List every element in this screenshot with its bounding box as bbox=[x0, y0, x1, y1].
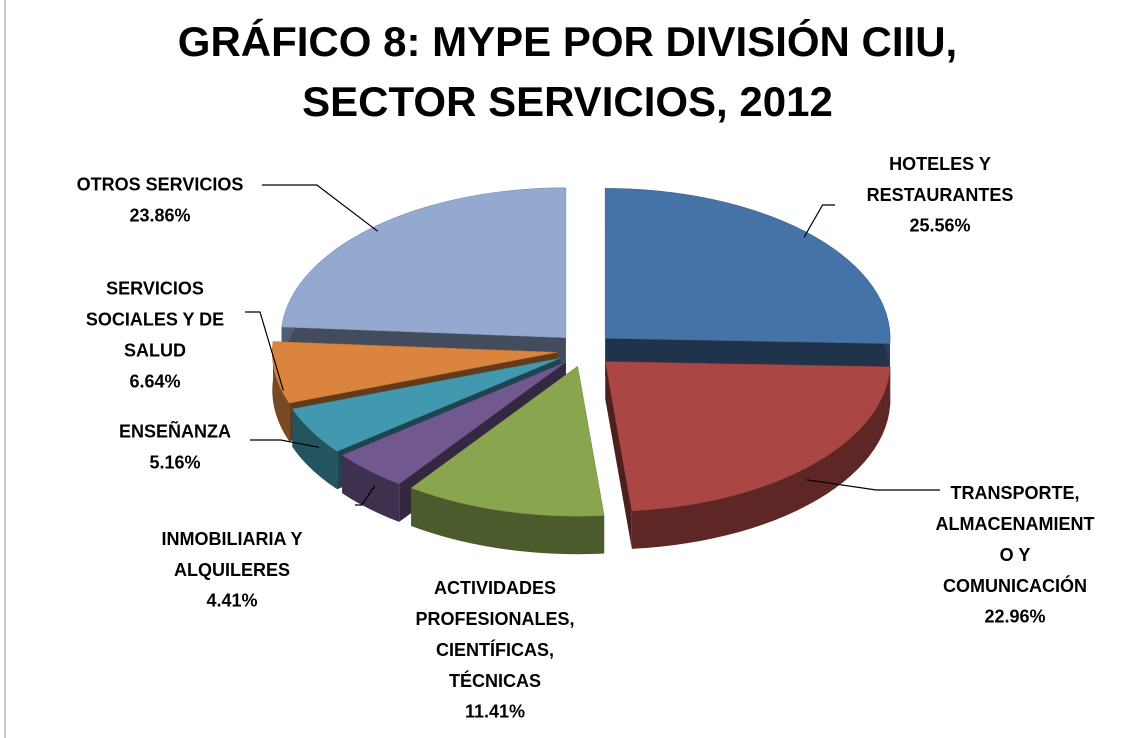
value-label: 23.86% bbox=[129, 205, 191, 225]
slice-label: OTROS SERVICIOS bbox=[76, 174, 244, 194]
value-label: 11.41% bbox=[464, 701, 526, 722]
slice-label: INMOBILIARIA Y ALQUILERES bbox=[161, 528, 303, 580]
leader-line bbox=[803, 204, 835, 238]
value-label: 22.96% bbox=[984, 606, 1046, 627]
leader-line bbox=[806, 479, 940, 491]
slice-label: SERVICIOS SOCIALES Y DE SALUD bbox=[85, 278, 225, 360]
value-label: 6.64% bbox=[129, 371, 181, 391]
slice bbox=[604, 188, 891, 344]
slice bbox=[281, 187, 567, 338]
leader-line bbox=[355, 485, 376, 506]
chart-title: GRÁFICO 8: MYPE POR DIVISIÓN CIIU, SECTO… bbox=[177, 18, 958, 125]
value-label: 5.16% bbox=[149, 452, 201, 472]
leader-line bbox=[250, 439, 320, 448]
slice-wall bbox=[272, 341, 290, 442]
slice-wall bbox=[342, 455, 400, 522]
slice bbox=[272, 341, 558, 404]
slice-label: TRANSPORTE, ALMACENAMIENT O Y COMUNICACI… bbox=[935, 482, 1095, 596]
leader-line bbox=[262, 184, 378, 232]
slice bbox=[410, 365, 605, 517]
slice-label: ACTIVIDADES PROFESIONALES, CIENTÍFICAS, … bbox=[415, 577, 575, 691]
leader-line bbox=[245, 311, 284, 391]
slice-wall bbox=[411, 487, 605, 555]
slice-wall bbox=[292, 408, 338, 490]
slice bbox=[291, 357, 561, 452]
slice-label: ENSEÑANZA bbox=[118, 421, 232, 441]
slice bbox=[341, 361, 566, 485]
slice bbox=[605, 361, 891, 512]
value-label: 4.41% bbox=[206, 590, 258, 611]
slice-label: HOTELES Y RESTAURANTES bbox=[866, 153, 1014, 205]
slice-wall bbox=[631, 366, 891, 549]
value-label: 25.56% bbox=[909, 215, 971, 236]
slice-side bbox=[605, 361, 632, 549]
